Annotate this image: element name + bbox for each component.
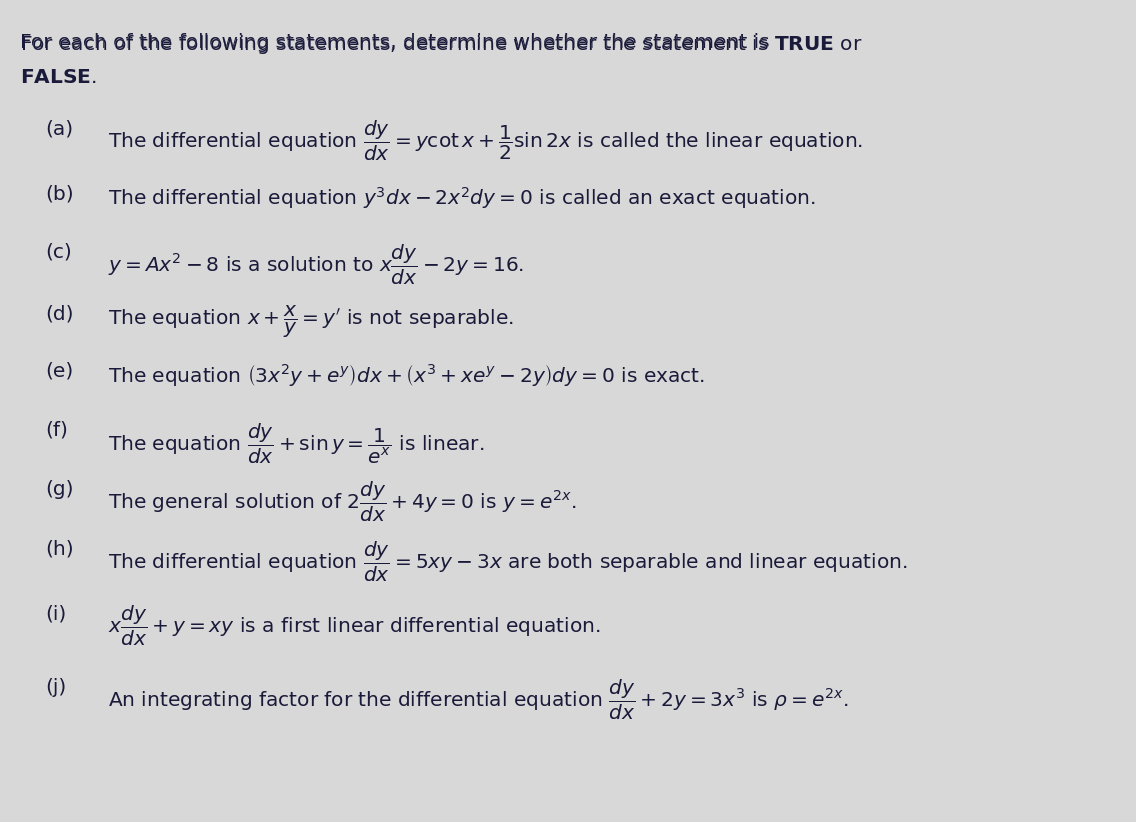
Text: The general solution of $2\dfrac{dy}{dx} + 4y = 0$ is $y = e^{2x}$.: The general solution of $2\dfrac{dy}{dx}… (108, 480, 576, 524)
Text: The differential equation $\dfrac{dy}{dx} = y\cot x + \dfrac{1}{2}\sin 2x$ is ca: The differential equation $\dfrac{dy}{dx… (108, 119, 863, 164)
Text: (h): (h) (45, 539, 74, 558)
Text: (e): (e) (45, 362, 74, 381)
Text: The equation $\dfrac{dy}{dx} + \sin y = \dfrac{1}{e^x}$ is linear.: The equation $\dfrac{dy}{dx} + \sin y = … (108, 421, 484, 465)
Text: (g): (g) (45, 480, 74, 499)
Text: For each of the following statements, determine whether the statement is $\mathb: For each of the following statements, de… (20, 33, 863, 56)
Text: (i): (i) (45, 604, 67, 623)
Text: The differential equation $\dfrac{dy}{dx} = 5xy - 3x$ are both separable and lin: The differential equation $\dfrac{dy}{dx… (108, 539, 908, 584)
Text: An integrating factor for the differential equation $\dfrac{dy}{dx} + 2y = 3x^3$: An integrating factor for the differenti… (108, 678, 849, 723)
Text: The equation $\left(3x^2y + e^y\right)dx + \left(x^3 + xe^y - 2y\right)dy = 0$ i: The equation $\left(3x^2y + e^y\right)dx… (108, 362, 704, 388)
Text: $y = Ax^2 - 8$ is a solution to $x\dfrac{dy}{dx} - 2y = 16$.: $y = Ax^2 - 8$ is a solution to $x\dfrac… (108, 242, 524, 287)
Text: For each of the following statements, determine whether the statement is: For each of the following statements, de… (20, 33, 776, 52)
Text: $\mathbf{FALSE}$.: $\mathbf{FALSE}$. (20, 68, 97, 87)
Text: The differential equation $y^3dx - 2x^2dy = 0$ is called an exact equation.: The differential equation $y^3dx - 2x^2d… (108, 185, 816, 211)
Text: $x\dfrac{dy}{dx} + y = xy$ is a first linear differential equation.: $x\dfrac{dy}{dx} + y = xy$ is a first li… (108, 604, 601, 649)
Text: (b): (b) (45, 185, 74, 204)
Text: (f): (f) (45, 421, 68, 440)
Text: (c): (c) (45, 242, 73, 261)
Text: (d): (d) (45, 304, 74, 323)
Text: For each of the following statements, determine whether the statement is $\mathb: For each of the following statements, de… (20, 33, 863, 56)
Text: (a): (a) (45, 119, 74, 138)
Text: (j): (j) (45, 678, 67, 697)
Text: The equation $x + \dfrac{x}{y} = y'$ is not separable.: The equation $x + \dfrac{x}{y} = y'$ is … (108, 304, 513, 340)
